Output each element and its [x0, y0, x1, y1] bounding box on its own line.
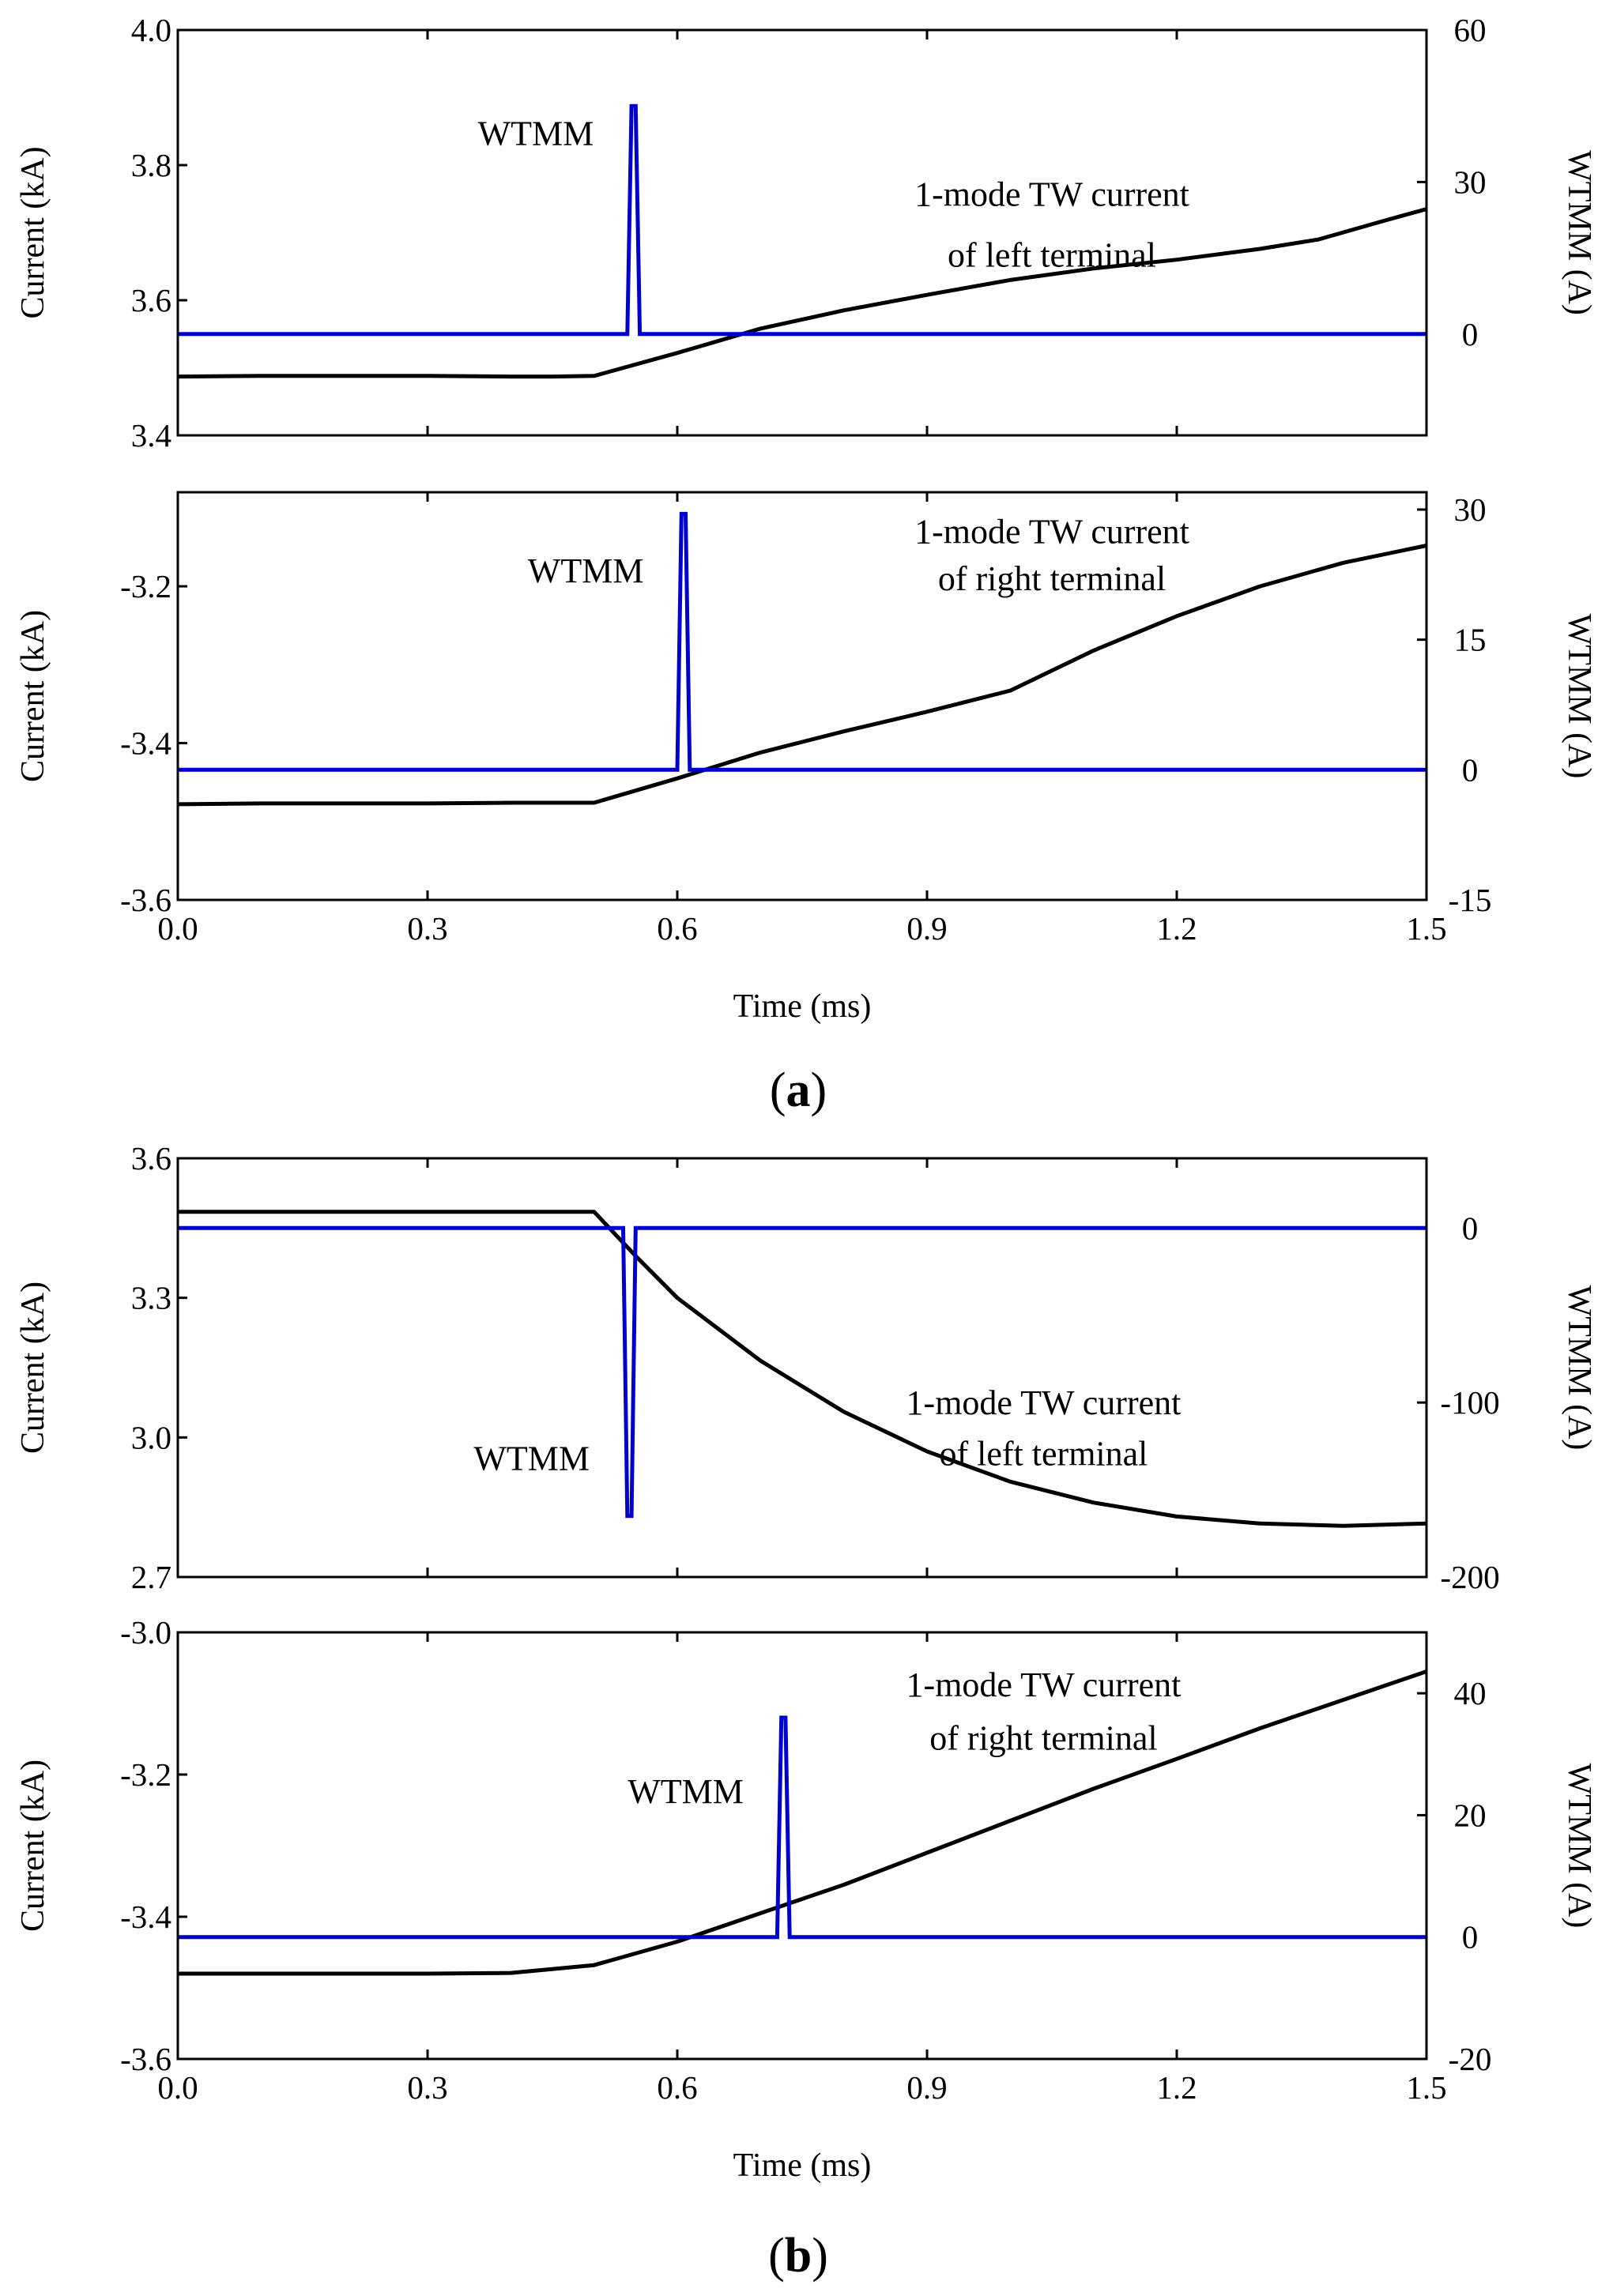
y2-tick-label: 0 [1462, 316, 1479, 352]
y2-tick-label: 15 [1454, 622, 1487, 658]
annotation: 1-mode TW current [906, 1666, 1182, 1704]
y-tick-label: 3.0 [131, 1419, 171, 1455]
annotation: of right terminal [938, 559, 1166, 598]
panel-label-b: (b) [768, 2229, 828, 2283]
annotation: WTMM [528, 551, 644, 590]
y-axis-title: Current (kA) [15, 610, 51, 782]
y2-axis-title: WTMM (A) [1561, 614, 1597, 779]
plot-frame [176, 1631, 1428, 2061]
current-line-b-bottom [178, 1669, 1427, 1976]
annotation: of left terminal [940, 1435, 1148, 1474]
x-tick-label: 0.0 [157, 910, 198, 947]
annotation: 1-mode TW current [914, 175, 1189, 213]
annotation: of right terminal [929, 1719, 1157, 1758]
y2-tick-label: 0 [1462, 1919, 1479, 1955]
y2-tick-label: 60 [1454, 12, 1487, 48]
y2-tick-label: -100 [1440, 1384, 1499, 1421]
wtmm-line-a-top [178, 104, 1427, 337]
plot-a-top: 3.4 3.6 3.8 4.0 0 30 60 WTMM 1-mode TW current of… [15, 12, 1597, 454]
plot-frame [176, 1157, 1428, 1579]
y2-axis-title: WTMM (A) [1561, 1285, 1597, 1451]
panel-label-a: (a) [770, 1063, 827, 1117]
x-tick-label: 0.3 [407, 2069, 447, 2106]
x-axis-title: Time (ms) [733, 2147, 872, 2184]
x-tick-label: 0.6 [657, 2069, 697, 2106]
y2-tick-label: 0 [1462, 751, 1479, 788]
x-tick-label: 1.5 [1406, 2069, 1446, 2106]
plot-a-bottom: 0.0 0.3 0.6 0.9 1.2 1.5 -3.6 -3.4 -3.2 -15 0 15 30 WT… [15, 491, 1597, 1025]
y2-tick-label: 0 [1462, 1210, 1479, 1246]
annotation: WTMM [473, 1440, 590, 1478]
y-tick-label: -3.6 [120, 882, 171, 918]
x-tick-label: 0.6 [657, 910, 697, 947]
x-tick-label: 0.0 [157, 2069, 198, 2106]
y2-tick-label: 40 [1454, 1675, 1487, 1711]
x-axis-title: Time (ms) [733, 988, 872, 1025]
current-line-a-bottom [177, 544, 1427, 807]
y-tick-label: -3.6 [120, 2041, 171, 2077]
y-axis-title: Current (kA) [15, 146, 51, 318]
wtmm-line-b-top [178, 1225, 1427, 1519]
annotation: 1-mode TW current [914, 513, 1189, 551]
y2-axis-title: WTMM (A) [1561, 1763, 1597, 1929]
plot-b-top: 2.7 3.0 3.3 3.6 -200 -100 0 WTMM 1-mode TW curre… [15, 1140, 1597, 1595]
y2-tick-label: 30 [1454, 164, 1487, 200]
y2-tick-label: -200 [1440, 1559, 1499, 1595]
wtmm-line-b-bottom [178, 1715, 1427, 1940]
y2-tick-label: 30 [1454, 491, 1487, 528]
y-tick-label: 3.6 [131, 1140, 171, 1176]
y2-axis-title: WTMM (A) [1561, 150, 1597, 315]
y-tick-label: 3.3 [131, 1280, 171, 1316]
x-tick-label: 0.9 [906, 2069, 947, 2106]
y-axis-title: Current (kA) [15, 1282, 51, 1454]
y-tick-label: -3.2 [120, 1756, 171, 1793]
current-line-a-top [177, 207, 1427, 379]
plot-frame [176, 491, 1428, 901]
x-tick-label: 1.2 [1156, 910, 1197, 947]
x-tick-label: 0.9 [906, 910, 947, 947]
plot-b-bottom: 0.0 0.3 0.6 0.9 1.2 1.5 -3.6 -3.4 -3.2 -3.0 -20 0 20… [15, 1614, 1597, 2184]
y-tick-label: 3.4 [131, 417, 171, 454]
x-tick-label: 1.2 [1156, 2069, 1197, 2106]
plot-frame [176, 28, 1428, 437]
y-tick-label: 4.0 [131, 12, 171, 48]
annotation: WTMM [478, 114, 594, 152]
y-tick-label: 3.6 [131, 282, 171, 318]
y-tick-label: -3.4 [120, 725, 171, 762]
current-line-b-top [178, 1210, 1427, 1528]
x-tick-label: 1.5 [1406, 910, 1446, 947]
y-tick-label: -3.4 [120, 1899, 171, 1935]
y2-tick-label: 20 [1454, 1797, 1487, 1833]
y-tick-label: -3.2 [120, 568, 171, 604]
plots-container: 3.4 3.6 3.8 4.0 0 30 60 WTMM 1-mode TW current of… [15, 12, 1597, 2184]
annotation: 1-mode TW current [906, 1383, 1182, 1422]
y2-tick-label: -20 [1449, 2041, 1492, 2077]
y-tick-label: -3.0 [120, 1614, 171, 1650]
y-axis-title: Current (kA) [15, 1760, 51, 1932]
y-tick-label: 2.7 [131, 1559, 171, 1595]
annotation: WTMM [628, 1772, 744, 1811]
wtmm-line-a-bottom [178, 511, 1427, 772]
annotation: of left terminal [948, 235, 1156, 274]
y-tick-label: 3.8 [131, 147, 171, 183]
x-tick-label: 0.3 [407, 910, 447, 947]
y2-tick-label: -15 [1449, 882, 1492, 918]
